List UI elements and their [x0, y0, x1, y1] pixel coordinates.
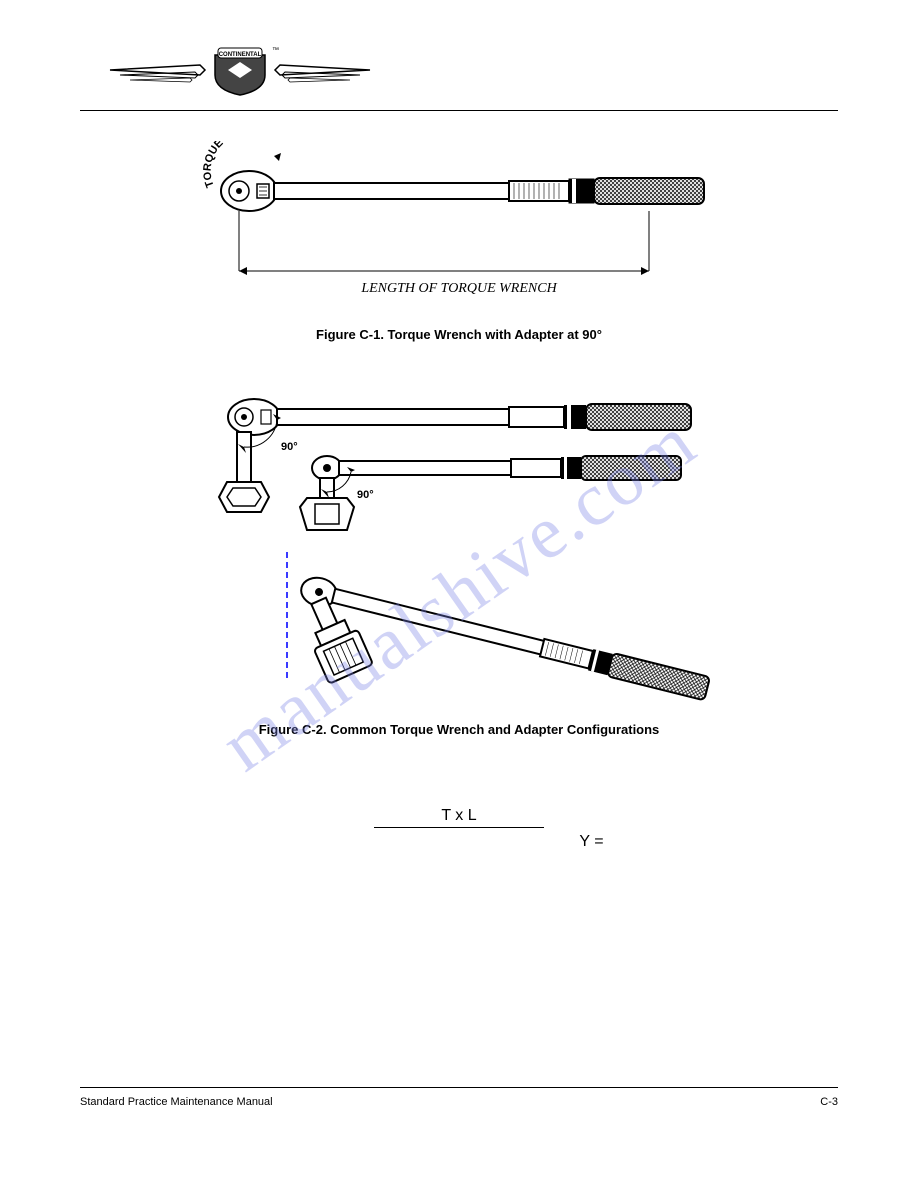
figure-1: TORQUE: [80, 141, 838, 372]
angle-label-2: 90°: [357, 489, 374, 501]
formula-divider: [374, 827, 544, 828]
torque-arc-label: TORQUE: [201, 141, 225, 189]
svg-text:TORQUE: TORQUE: [201, 141, 225, 189]
footer-divider: [80, 1087, 838, 1088]
svg-text:™: ™: [272, 47, 279, 54]
formula-section: T x L Y =: [314, 807, 603, 853]
formula-result: Y =: [579, 833, 603, 851]
bottom-wrench: [287, 552, 711, 702]
figure-2: 90° 90°: [80, 392, 838, 853]
header-section: CONTINENTAL ™: [80, 40, 838, 111]
torque-wrench-diagram-2: 90° 90°: [189, 392, 729, 712]
figure-2-caption: Figure C-2. Common Torque Wrench and Ada…: [259, 722, 660, 737]
footer-left-text: Standard Practice Maintenance Manual: [80, 1096, 273, 1108]
formula-numerator: T x L: [314, 807, 603, 825]
svg-text:CONTINENTAL: CONTINENTAL: [219, 52, 262, 58]
middle-wrench: 90°: [300, 456, 681, 530]
header-divider: [80, 110, 838, 111]
continental-logo: CONTINENTAL ™: [100, 40, 380, 100]
length-dimension-label: LENGTH OF TORQUE WRENCH: [361, 281, 556, 297]
figure-1-caption: Figure C-1. Torque Wrench with Adapter a…: [316, 327, 602, 342]
footer-section: Standard Practice Maintenance Manual C-3: [80, 1087, 838, 1108]
footer-right-text: C-3: [820, 1096, 838, 1108]
angle-label-1: 90°: [281, 441, 298, 453]
